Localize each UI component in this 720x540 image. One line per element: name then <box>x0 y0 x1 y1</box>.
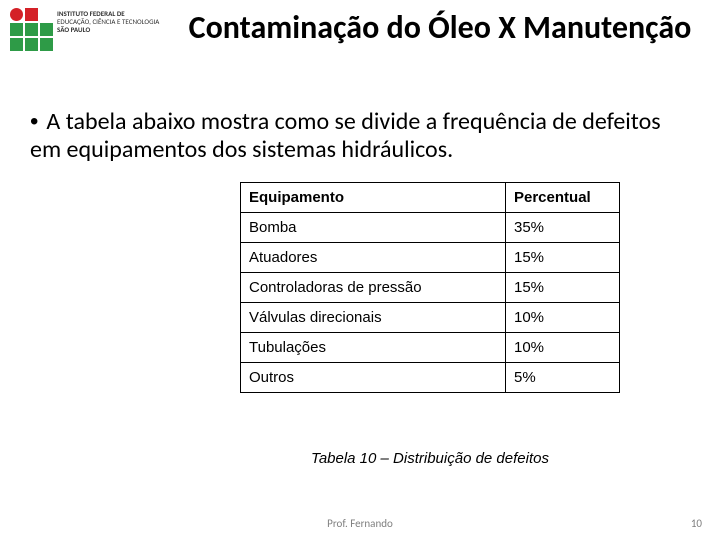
header-percent: Percentual <box>506 183 620 213</box>
cell-equipment: Bomba <box>241 213 506 243</box>
logo-squares <box>10 8 53 51</box>
bullet-text: •A tabela abaixo mostra como se divide a… <box>30 108 690 163</box>
footer-author: Prof. Fernando <box>0 517 720 530</box>
table-row: Atuadores 15% <box>241 243 620 273</box>
cell-percent: 10% <box>506 333 620 363</box>
bullet-marker: • <box>30 108 38 135</box>
table-row: Válvulas direcionais 10% <box>241 303 620 333</box>
bullet-content: A tabela abaixo mostra como se divide a … <box>30 107 661 164</box>
logo-text: INSTITUTO FEDERAL DE EDUCAÇÃO, CIÊNCIA E… <box>57 10 159 34</box>
logo-sq <box>10 38 23 51</box>
table-header-row: Equipamento Percentual <box>241 183 620 213</box>
cell-equipment: Atuadores <box>241 243 506 273</box>
table-caption: Tabela 10 – Distribuição de defeitos <box>240 450 620 467</box>
logo-sq <box>25 23 38 36</box>
cell-percent: 5% <box>506 363 620 393</box>
table-row: Controladoras de pressão 15% <box>241 273 620 303</box>
table-row: Bomba 35% <box>241 213 620 243</box>
cell-percent: 15% <box>506 243 620 273</box>
logo-line3: SÃO PAULO <box>57 26 159 34</box>
logo-sq <box>10 23 23 36</box>
page-number: 10 <box>691 517 702 530</box>
header-equipment: Equipamento <box>241 183 506 213</box>
logo-sq <box>25 38 38 51</box>
cell-equipment: Válvulas direcionais <box>241 303 506 333</box>
slide-title: Contaminação do Óleo X Manutenção <box>180 10 700 47</box>
logo-sq <box>10 8 23 21</box>
cell-percent: 35% <box>506 213 620 243</box>
defects-table: Equipamento Percentual Bomba 35% Atuador… <box>240 182 620 393</box>
institution-logo: INSTITUTO FEDERAL DE EDUCAÇÃO, CIÊNCIA E… <box>10 8 159 51</box>
logo-sq <box>25 8 38 21</box>
logo-sq <box>40 38 53 51</box>
logo-sq <box>40 23 53 36</box>
cell-equipment: Tubulações <box>241 333 506 363</box>
logo-line2: EDUCAÇÃO, CIÊNCIA E TECNOLOGIA <box>57 18 159 26</box>
cell-percent: 10% <box>506 303 620 333</box>
table-row: Outros 5% <box>241 363 620 393</box>
cell-equipment: Outros <box>241 363 506 393</box>
cell-equipment: Controladoras de pressão <box>241 273 506 303</box>
table-row: Tubulações 10% <box>241 333 620 363</box>
cell-percent: 15% <box>506 273 620 303</box>
